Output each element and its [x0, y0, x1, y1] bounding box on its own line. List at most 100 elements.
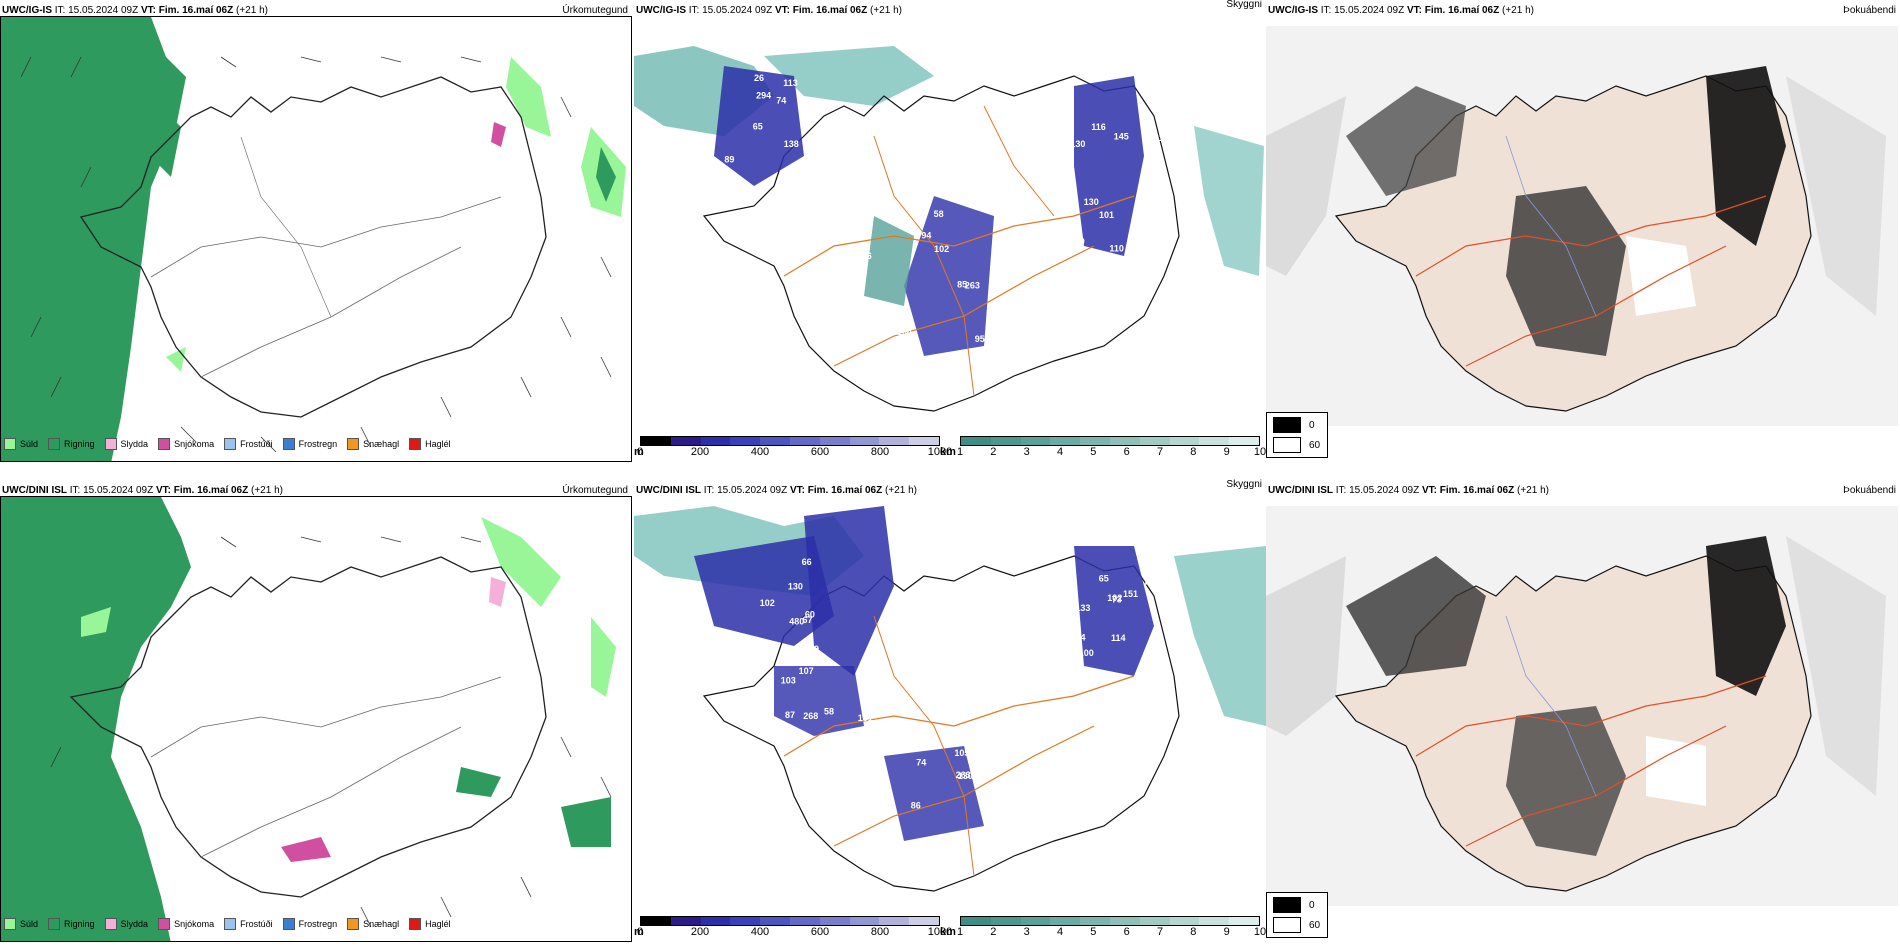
colorbar-segment [849, 917, 880, 925]
km-unit: km [940, 446, 956, 458]
colorbar-tick: 800 [870, 446, 890, 458]
valid-time: Fim. 16.maí 06Z [807, 485, 883, 496]
visibility-value: 109 [865, 203, 880, 213]
panel-title: Þokuábendi [1843, 485, 1896, 496]
visibility-value: 209 [804, 644, 819, 654]
legend-item-5: Frostregn [282, 918, 337, 930]
colorbar-tick: 5 [1090, 926, 1097, 938]
colorbar-tick: 3 [1023, 446, 1030, 458]
colorbar-segment [1229, 437, 1259, 445]
visibility-value: 116 [1091, 122, 1106, 132]
colorbar-segment [670, 437, 701, 445]
legend-label: Haglél [425, 919, 451, 929]
visibility-value: 480 [789, 617, 804, 627]
init-time: IT: 15.05.2024 09Z [688, 5, 773, 16]
precip-panel-bottom: UWC/DINI ISL IT: 15.05.2024 09Z VT: Fim.… [0, 480, 632, 942]
fog-legend: 0 60 [1266, 892, 1328, 938]
precip-panel-top: UWC/IG-IS IT: 15.05.2024 09Z VT: Fim. 16… [0, 0, 632, 462]
legend-label: Snjókoma [174, 919, 215, 929]
valid-time: Fim. 16.maí 06Z [158, 5, 234, 16]
legend-item-5: Frostregn [282, 438, 338, 450]
panel-header: UWC/IG-IS IT: 15.05.2024 09Z VT: Fim. 16… [1266, 0, 1898, 22]
colorbar-tick: 1 [956, 926, 964, 938]
legend-swatch [224, 918, 237, 930]
init-time: IT: 15.05.2024 09Z [69, 485, 154, 496]
visibility-value: 66 [862, 251, 872, 261]
fog-legend-label-60: 60 [1309, 439, 1321, 451]
colorbar-segment [819, 917, 850, 925]
colorbar-tick: 400 [750, 926, 770, 938]
visibility-value: 159 [793, 253, 808, 263]
visibility-value: 86 [911, 800, 921, 810]
visibility-value: 263 [965, 281, 980, 291]
legend-swatch [282, 918, 295, 930]
legend-item-0: Súld [4, 918, 38, 930]
colorbar-segment [819, 437, 850, 445]
visibility-value: 95 [874, 718, 884, 728]
colorbar-segment [1139, 917, 1170, 925]
legend-label: Frostregn [298, 439, 338, 449]
visibility-value: 268 [803, 711, 818, 721]
legend-swatch [409, 438, 422, 450]
legend-swatch [158, 438, 171, 450]
visibility-value: 60 [805, 610, 815, 620]
panel-title: Skyggni [1226, 0, 1262, 10]
visibility-value: 89 [724, 155, 734, 165]
colorbar-tick: 0 [636, 926, 644, 938]
colorbar-tick: 7 [1156, 446, 1164, 458]
legend-label: Súld [20, 439, 39, 449]
visibility-value: 94 [921, 230, 931, 240]
fog-legend: 0 60 [1266, 412, 1328, 458]
colorbar-segment [1229, 917, 1259, 925]
panel-title: Úrkomutegund [562, 5, 628, 16]
legend-label: Haglél [425, 439, 451, 449]
visibility-value: 114 [1143, 577, 1158, 587]
colorbar-segment [1050, 437, 1081, 445]
visibility-value: 137 [853, 740, 868, 750]
height-unit: m [634, 446, 644, 458]
panel-header: UWC/IG-IS IT: 15.05.2024 09Z VT: Fim. 16… [0, 0, 632, 22]
visibility-value: 90 [795, 195, 805, 205]
legend-item-1: Rigning [48, 438, 95, 450]
visibility-value: 100 [1079, 648, 1094, 658]
visibility-value: 75 [973, 726, 983, 736]
visibility-value: 80 [1075, 236, 1085, 246]
colorbar-segment [1169, 917, 1200, 925]
model-name: UWC/IG-IS [636, 5, 686, 16]
visibility-value: 133 [1075, 603, 1090, 613]
panel-header: UWC/IG-IS IT: 15.05.2024 09Z VT: Fim. 16… [634, 0, 1266, 22]
colorbar-segment [1080, 437, 1110, 445]
legend-item-2: Slydda [104, 438, 148, 450]
init-time: IT: 15.05.2024 09Z [1335, 485, 1420, 496]
legend-item-7: Haglél [409, 438, 451, 450]
legend-item-7: Haglél [409, 918, 451, 930]
visibility-value: 130 [1084, 197, 1099, 207]
visibility-panel-top: UWC/IG-IS IT: 15.05.2024 09Z VT: Fim. 16… [634, 0, 1266, 460]
colorbar-tick: 1000 [927, 446, 953, 458]
colorbar-tick: 200 [690, 926, 710, 938]
colorbar-segment [1050, 917, 1081, 925]
valid-time-label: VT: [789, 485, 805, 496]
colorbar-segment [700, 917, 731, 925]
fog-swatch-0 [1273, 897, 1301, 913]
fog-map [1266, 496, 1898, 916]
valid-time-label: VT: [1406, 5, 1422, 16]
legend-label: Rigning [64, 919, 95, 929]
colorbar-segment [1139, 437, 1170, 445]
colorbar-tick: 10 [1253, 446, 1267, 458]
legend-swatch [4, 918, 16, 930]
visibility-value: 55 [748, 640, 758, 650]
colorbar-segment [730, 917, 761, 925]
visibility-value: 103 [781, 675, 796, 685]
model-name: UWC/IG-IS [2, 5, 52, 16]
visibility-value: 74 [916, 758, 926, 768]
visibility-value: 57 [1129, 705, 1139, 715]
colorbar-tick: 6 [1123, 926, 1130, 938]
legend-label: Frostúði [240, 919, 273, 929]
visibility-panel-bottom: UWC/DINI ISL IT: 15.05.2024 09Z VT: Fim.… [634, 479, 1266, 940]
fog-map [1266, 16, 1898, 436]
km-unit: km [940, 926, 956, 938]
colorbar-tick: 1 [956, 446, 964, 458]
legend-swatch [48, 438, 61, 450]
valid-time-label: VT: [155, 485, 171, 496]
